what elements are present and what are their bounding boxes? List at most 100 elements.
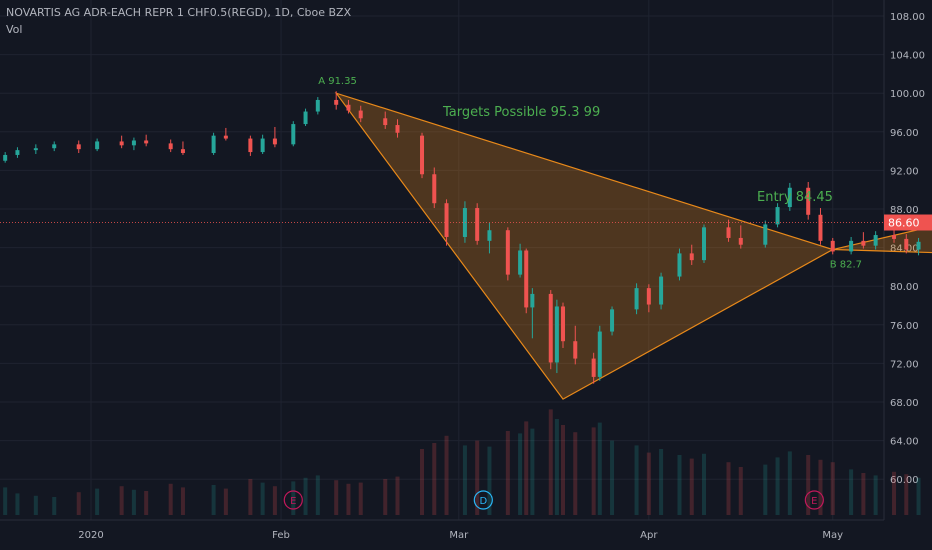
volume-bar	[383, 479, 388, 515]
volume-bar	[659, 449, 664, 515]
price-tick-label: 104.00	[890, 51, 925, 62]
candle-body	[904, 238, 909, 250]
volume-bar	[591, 427, 596, 515]
candle-body	[702, 227, 706, 261]
event-marker-letter: E	[811, 496, 817, 507]
candle-body	[646, 288, 651, 305]
volume-bar	[524, 421, 529, 515]
volume-bar	[849, 469, 854, 515]
candle-body	[763, 224, 768, 245]
volume-bar	[144, 491, 149, 515]
candle-body	[916, 241, 921, 250]
candle-body	[420, 135, 425, 175]
time-tick-label: May	[822, 530, 843, 541]
price-tick-label: 68.00	[890, 398, 919, 409]
volume-bar	[505, 431, 510, 515]
volume-bar	[52, 497, 57, 515]
candle-body	[358, 110, 363, 119]
candle-body	[610, 309, 615, 332]
candle-body	[892, 235, 897, 239]
time-tick-label: Feb	[272, 530, 290, 541]
candle-body	[395, 125, 400, 133]
earnings-marker[interactable]	[283, 490, 303, 510]
volume-bar	[119, 486, 124, 515]
candle-body	[131, 140, 136, 146]
candle-body	[677, 253, 682, 277]
volume-bar	[573, 432, 578, 515]
candle-body	[3, 154, 8, 161]
candle-body	[738, 237, 743, 245]
candle-body	[119, 141, 124, 146]
volume-bar	[702, 453, 706, 515]
candle-body	[211, 135, 216, 154]
volume-bar	[76, 492, 81, 515]
volume-bar	[444, 435, 449, 515]
pattern-point-label-b: B 82.7	[830, 260, 862, 271]
volume-bar	[892, 471, 897, 515]
volume-bar	[518, 433, 523, 515]
volume-bar	[806, 455, 811, 515]
price-tick-label: 100.00	[890, 89, 925, 100]
candle-body	[818, 214, 823, 241]
candle-body	[861, 240, 866, 246]
volume-bar	[315, 475, 320, 515]
volume-bar	[272, 486, 277, 515]
volume-bar	[168, 483, 173, 515]
volume-bar	[223, 488, 228, 515]
entry-annotation: Entry 84.45	[757, 190, 833, 205]
candle-body	[597, 331, 602, 377]
last-price-label: 86.60	[888, 217, 920, 230]
candle-body	[144, 140, 149, 144]
pattern-triangle-left	[334, 92, 835, 400]
candle-body	[505, 230, 510, 275]
volume-bar	[689, 458, 694, 515]
volume-bar	[3, 487, 8, 515]
candle-body	[223, 135, 228, 139]
volume-bar	[861, 473, 866, 515]
volume-bar	[462, 445, 467, 515]
volume-indicator-label[interactable]: Vol	[6, 23, 23, 36]
candle-body	[444, 203, 449, 237]
candle-body	[383, 118, 388, 126]
volume-bar	[346, 483, 351, 515]
volume-bar	[738, 467, 743, 515]
price-tick-label: 108.00	[890, 12, 925, 23]
price-tick-label: 96.00	[890, 128, 919, 139]
volume-bar	[33, 495, 38, 515]
volume-bar	[561, 425, 566, 515]
candle-body	[591, 358, 596, 377]
candle-body	[548, 293, 553, 363]
volume-bar	[432, 443, 437, 515]
candle-body	[33, 148, 38, 151]
candle-body	[726, 227, 731, 238]
candle-body	[291, 124, 296, 145]
time-tick-label: Mar	[449, 530, 469, 541]
targets-annotation: Targets Possible 95.3 99	[442, 105, 600, 120]
volume-bar	[763, 464, 768, 515]
volume-bar	[830, 462, 835, 515]
volume-bar	[787, 451, 792, 515]
price-tick-label: 88.00	[890, 205, 919, 216]
volume-bar	[303, 477, 308, 515]
price-tick-label: 64.00	[890, 437, 919, 448]
candle-body	[634, 288, 639, 310]
price-tick-label: 92.00	[890, 166, 919, 177]
pattern-point-label-a: A 91.35	[318, 76, 357, 87]
earnings-marker[interactable]	[804, 490, 824, 510]
candle-body	[561, 306, 566, 342]
candle-body	[168, 143, 173, 150]
volume-bar	[475, 440, 480, 515]
volume-bar	[530, 428, 535, 515]
event-marker-letter: D	[479, 496, 487, 507]
time-tick-label: 2020	[78, 530, 103, 541]
volume-bar	[248, 479, 253, 515]
candle-body	[530, 293, 535, 308]
dividend-marker[interactable]	[473, 490, 493, 510]
volume-bar	[818, 459, 823, 515]
candle-body	[303, 111, 308, 125]
volume-bar	[420, 449, 425, 515]
candle-body	[659, 276, 664, 305]
volume-bar	[487, 446, 492, 515]
